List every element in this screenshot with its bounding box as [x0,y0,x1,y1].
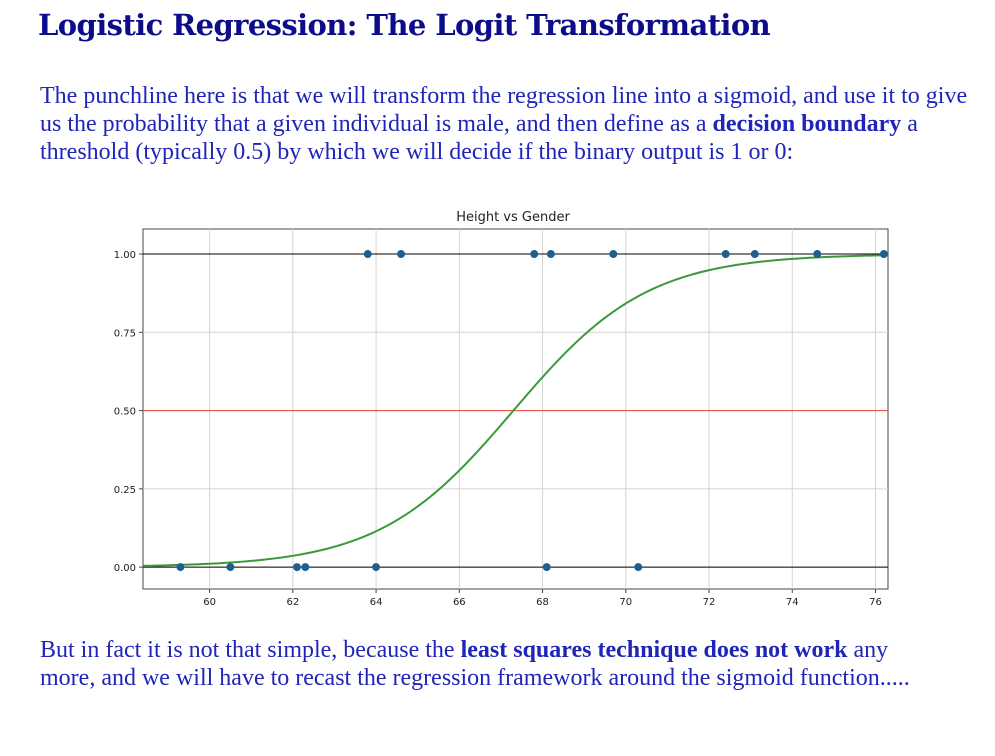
sigmoid-curve [142,254,889,567]
data-point [721,250,730,259]
x-tick-label: 66 [453,597,466,608]
y-tick-label: 1.00 [114,250,136,261]
data-point [813,250,822,259]
x-tick-label: 76 [869,597,882,608]
data-point [363,250,372,259]
y-tick-label: 0.75 [114,328,136,339]
outro-paragraph: But in fact it is not that simple, becau… [40,636,940,692]
data-point [530,250,539,259]
intro-bold-term: decision boundary [712,111,902,137]
reference-lines [143,253,888,568]
data-point [292,563,301,572]
data-point [609,250,618,259]
x-tick-label: 70 [619,597,632,608]
y-axis-ticks: 0.00 0.25 0.50 0.75 1.00 [114,250,143,574]
x-tick-label: 62 [286,597,299,608]
x-tick-label: 64 [370,597,383,608]
data-point [879,250,888,259]
x-tick-label: 72 [703,597,716,608]
data-point [397,250,406,259]
x-tick-label: 60 [203,597,216,608]
intro-paragraph: The punchline here is that we will trans… [40,82,980,166]
chart-title: Height vs Gender [456,210,570,225]
page-title: Logistic Regression: The Logit Transform… [38,8,771,42]
intro-text-1: The punchline here is that we will trans… [40,83,968,137]
data-point [226,563,235,572]
data-point [546,250,555,259]
data-point [372,563,381,572]
height-vs-gender-chart: Height vs Gender 60 62 64 66 68 70 72 74 76 0.00… [114,210,889,608]
x-tick-label: 74 [786,597,799,608]
y-tick-label: 0.50 [114,407,136,418]
sigmoid-path [142,254,889,567]
data-points [176,250,888,572]
outro-bold-term: least squares technique does not work [460,637,848,663]
y-tick-label: 0.25 [114,485,136,496]
y-tick-label: 0.00 [114,563,136,574]
data-point [750,250,759,259]
intro-text-2: a threshold (typically 0.5) by which we … [40,111,918,165]
data-point [634,563,643,572]
outro-text-1: But in fact it is not that simple, becau… [40,637,461,663]
data-point [542,563,551,572]
data-point [176,563,185,572]
x-tick-label: 68 [536,597,549,608]
data-point [301,563,310,572]
outro-text-2: any more, and we will have to recast the… [40,637,910,691]
x-axis-ticks: 60 62 64 66 68 70 72 74 76 [203,589,882,608]
